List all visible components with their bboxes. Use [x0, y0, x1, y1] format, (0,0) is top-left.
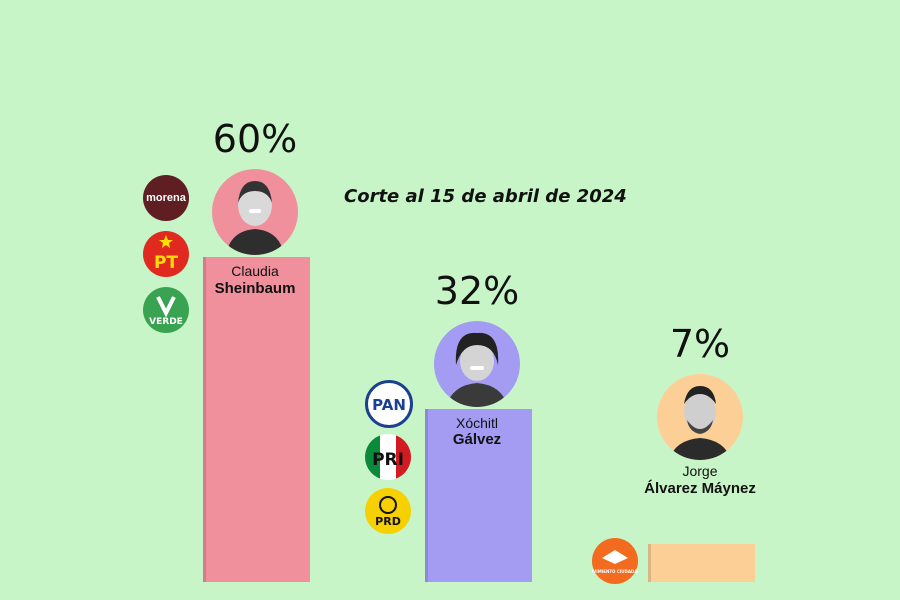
last-name: Sheinbaum [214, 279, 296, 297]
movimiento-ciudadano-logo-icon: MOVIMIENTO CIUDADANO [592, 538, 638, 584]
bar-galvez [425, 408, 532, 582]
pct-label-sheinbaum: 60% [212, 117, 298, 161]
avatar-sheinbaum [212, 169, 298, 255]
bar-sheinbaum [203, 257, 310, 582]
pan-logo-icon: PAN [365, 380, 413, 428]
svg-text:PRD: PRD [375, 515, 401, 528]
morena-logo-icon: morena [143, 175, 189, 221]
last-name: Álvarez Máynez [644, 479, 756, 497]
first-name: Xóchitl [455, 414, 499, 431]
candidate-name-sheinbaum: Claudia Sheinbaum [180, 263, 330, 298]
pt-logo-icon: PT [143, 231, 189, 277]
prd-logo-icon: PRD [365, 488, 411, 534]
person-portrait-icon [434, 320, 520, 407]
svg-text:PAN: PAN [372, 396, 406, 414]
svg-text:MOVIMIENTO CIUDADANO: MOVIMIENTO CIUDADANO [592, 569, 638, 574]
avatar-galvez [434, 320, 520, 407]
verde-logo-icon: VERDE [143, 287, 189, 333]
candidate-name-alvarez-maynez: Jorge Álvarez Máynez [625, 463, 775, 498]
pct-label-alvarez-maynez: 7% [669, 322, 731, 367]
person-portrait-icon [212, 169, 298, 255]
svg-text:PRI: PRI [372, 450, 404, 470]
svg-text:morena: morena [146, 192, 187, 204]
pri-logo-icon: PRI [365, 434, 411, 480]
pct-label-galvez: 32% [434, 268, 520, 313]
first-name: Claudia [231, 263, 279, 279]
last-name: Gálvez [452, 431, 502, 449]
svg-text:PT: PT [154, 253, 178, 273]
candidate-name-galvez: Xóchitl Gálvez [402, 415, 552, 450]
avatar-alvarez-maynez [657, 374, 743, 461]
person-portrait-icon [657, 374, 743, 461]
first-name: Jorge [682, 463, 718, 480]
cutoff-date-note: Corte al 15 de abril de 2024 [344, 186, 627, 207]
bar-alvarez-maynez [648, 544, 755, 582]
svg-text:VERDE: VERDE [149, 317, 183, 327]
